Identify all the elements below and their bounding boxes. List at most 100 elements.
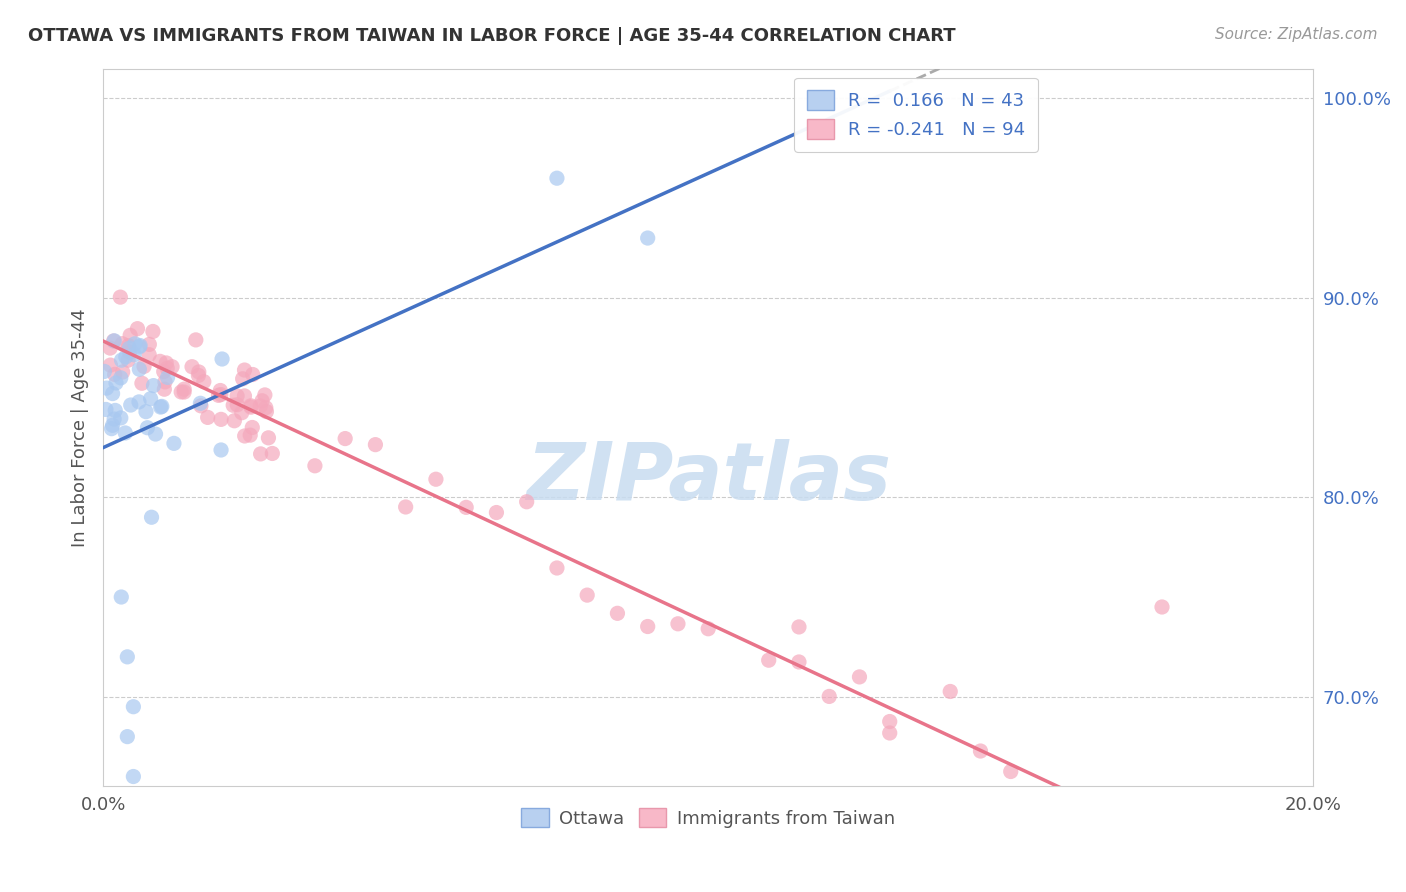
Point [142, 325, 165, 339]
Point [94, 402, 117, 417]
Point [128, 395, 150, 409]
Point [103, 412, 125, 426]
Point [118, 345, 141, 359]
Point [637, 619, 659, 633]
Point [364, 437, 387, 451]
Point [666, 616, 689, 631]
Y-axis label: In Labor Force | Age 35-44: In Labor Force | Age 35-44 [72, 309, 89, 547]
Point [697, 622, 720, 636]
Point [1060, 835, 1083, 849]
Point [485, 506, 508, 520]
Point [104, 403, 127, 417]
Point [138, 337, 160, 351]
Point [233, 389, 256, 403]
Point [249, 399, 271, 413]
Point [211, 351, 233, 366]
Point [231, 406, 253, 420]
Point [1150, 599, 1173, 614]
Point [170, 384, 193, 399]
Point [1000, 764, 1022, 779]
Point [253, 388, 276, 402]
Point [150, 400, 173, 414]
Point [103, 334, 125, 348]
Point [100, 358, 122, 372]
Point [257, 431, 280, 445]
Point [117, 730, 139, 744]
Point [142, 378, 165, 392]
Point [181, 359, 204, 374]
Point [224, 414, 246, 428]
Point [149, 400, 172, 414]
Point [187, 368, 209, 383]
Point [576, 588, 599, 602]
Point [879, 726, 901, 740]
Point [98, 341, 121, 355]
Point [516, 495, 538, 509]
Point [111, 336, 134, 351]
Point [93, 364, 115, 378]
Point [128, 362, 150, 376]
Point [395, 500, 418, 514]
Point [226, 398, 249, 412]
Point [129, 338, 152, 352]
Point [110, 290, 132, 304]
Point [226, 389, 249, 403]
Point [104, 368, 127, 382]
Point [149, 354, 172, 368]
Point [141, 510, 163, 524]
Point [153, 375, 176, 389]
Point [425, 472, 447, 486]
Point [101, 386, 124, 401]
Point [155, 356, 177, 370]
Point [136, 421, 159, 435]
Point [110, 371, 132, 385]
Point [304, 458, 326, 473]
Point [111, 365, 134, 379]
Point [184, 333, 207, 347]
Point [122, 699, 145, 714]
Point [242, 368, 264, 382]
Point [546, 561, 568, 575]
Point [139, 392, 162, 406]
Point [173, 382, 195, 396]
Point [117, 353, 139, 368]
Point [879, 714, 901, 729]
Point [250, 393, 273, 408]
Point [122, 348, 145, 362]
Point [193, 375, 215, 389]
Text: ZIPatlas: ZIPatlas [526, 439, 891, 516]
Point [240, 420, 263, 434]
Legend: Ottawa, Immigrants from Taiwan: Ottawa, Immigrants from Taiwan [515, 800, 903, 835]
Text: Source: ZipAtlas.com: Source: ZipAtlas.com [1215, 27, 1378, 42]
Point [1181, 871, 1204, 885]
Point [127, 321, 149, 335]
Point [209, 384, 232, 398]
Point [254, 404, 277, 418]
Point [233, 363, 256, 377]
Point [1029, 814, 1052, 829]
Point [120, 398, 142, 412]
Point [152, 365, 174, 379]
Point [138, 348, 160, 362]
Point [110, 590, 132, 604]
Point [120, 328, 142, 343]
Point [758, 653, 780, 667]
Point [101, 418, 124, 433]
Point [96, 381, 118, 395]
Point [131, 376, 153, 391]
Point [1168, 852, 1191, 866]
Point [209, 442, 232, 457]
Point [546, 171, 568, 186]
Point [1121, 845, 1143, 859]
Point [239, 428, 262, 442]
Point [848, 670, 870, 684]
Point [254, 401, 277, 415]
Point [110, 353, 132, 368]
Point [114, 425, 136, 440]
Point [190, 396, 212, 410]
Point [173, 385, 195, 400]
Point [1090, 813, 1112, 827]
Point [190, 399, 212, 413]
Point [232, 372, 254, 386]
Point [156, 370, 179, 384]
